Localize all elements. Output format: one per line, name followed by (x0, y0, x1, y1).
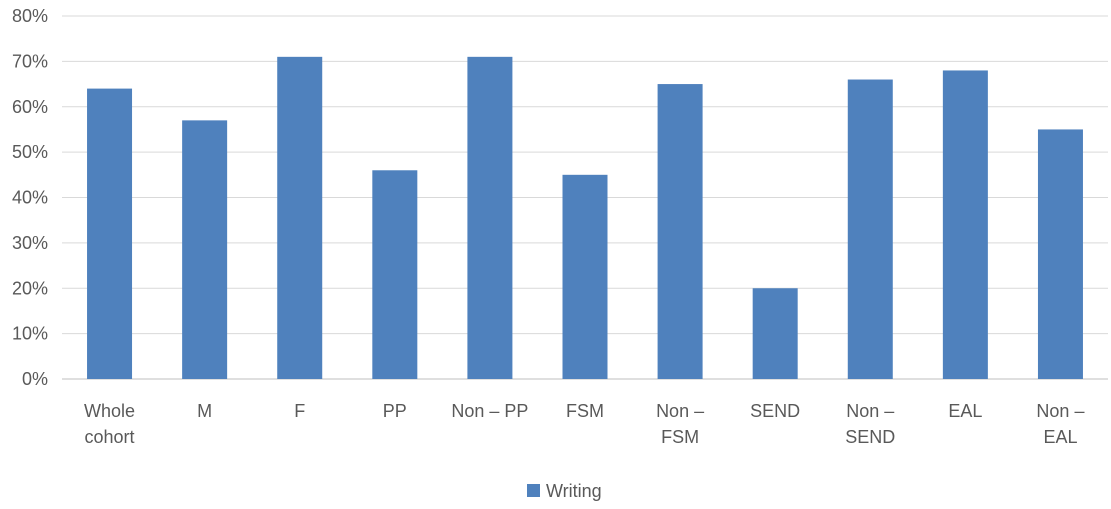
y-tick-label: 80% (12, 6, 48, 26)
x-category-label: F (294, 401, 305, 421)
x-category-label: PP (383, 401, 407, 421)
y-axis: 0% 10% 20% 30% 40% 50% 60% 70% 80% (12, 6, 48, 389)
bar (372, 170, 418, 379)
x-category-label: Non – SEND (845, 401, 895, 447)
x-category-label: EAL (948, 401, 982, 421)
bar (467, 56, 513, 380)
y-tick-label: 40% (12, 188, 48, 208)
bar (942, 70, 988, 379)
x-category-label: M (197, 401, 212, 421)
y-tick-label: 20% (12, 278, 48, 298)
x-axis: Whole cohort M F PP Non – PP FSM Non – FSM SEND No… (84, 401, 1084, 447)
y-tick-label: 50% (12, 142, 48, 162)
legend-swatch (527, 484, 540, 497)
x-category-label: SEND (750, 401, 800, 421)
x-category-label: Non – FSM (656, 401, 704, 447)
bar (657, 84, 703, 379)
y-tick-label: 30% (12, 233, 48, 253)
y-tick-label: 0% (22, 369, 48, 389)
bar (87, 88, 133, 379)
bar (1037, 129, 1083, 379)
x-category-label: FSM (566, 401, 604, 421)
bars (87, 56, 1083, 380)
x-category-label: Non – PP (451, 401, 528, 421)
legend: Writing (527, 481, 602, 501)
legend-label: Writing (546, 481, 602, 501)
y-tick-label: 10% (12, 324, 48, 344)
bar (847, 79, 893, 380)
y-tick-label: 70% (12, 51, 48, 71)
x-category-label: Whole cohort (84, 401, 135, 447)
bar (752, 288, 798, 379)
bar (182, 120, 228, 380)
y-tick-label: 60% (12, 97, 48, 117)
bar (562, 174, 608, 379)
x-category-label: Non – EAL (1036, 401, 1084, 447)
bar (277, 56, 323, 380)
